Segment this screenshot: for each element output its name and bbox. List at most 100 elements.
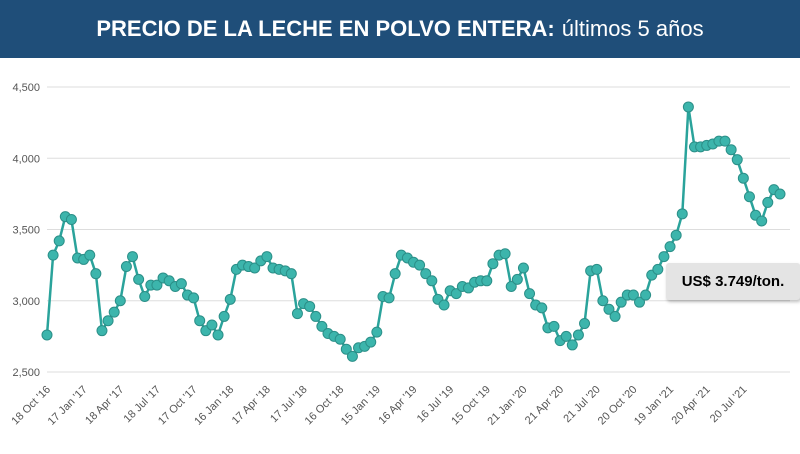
data-point [420, 268, 432, 280]
data-point [114, 295, 126, 307]
data-point [212, 329, 224, 341]
data-point [304, 300, 316, 312]
data-point [597, 295, 609, 307]
data-point [572, 329, 584, 341]
data-point [719, 135, 731, 147]
x-tick-label: 15 Jan '19 [339, 384, 383, 428]
data-point [640, 289, 652, 301]
data-point [96, 325, 108, 337]
y-tick-label: 3,000 [12, 296, 40, 308]
data-point [346, 350, 358, 362]
data-point [762, 196, 774, 208]
price-callout: US$ 3.749/ton. [666, 263, 800, 300]
data-point [194, 315, 206, 327]
data-point [524, 288, 536, 300]
data-point [291, 308, 303, 320]
data-point [340, 343, 352, 355]
data-point [743, 191, 755, 203]
data-point [579, 318, 591, 330]
data-point [120, 261, 132, 273]
x-tick-label: 18 Apr '17 [83, 384, 126, 427]
x-tick-label: 17 Jan '17 [46, 384, 90, 428]
data-point [261, 251, 273, 263]
data-point [65, 214, 77, 226]
data-point [139, 290, 151, 302]
chart-title: PRECIO DE LA LECHE EN POLVO ENTERA: últi… [0, 0, 800, 58]
data-point [108, 306, 120, 318]
y-axis-labels: 2,500 3,000 3,500 4,000 4,500 [12, 82, 40, 379]
x-tick-label: 21 Apr '20 [523, 384, 566, 427]
data-point [676, 208, 688, 220]
x-tick-label: 16 Jan '18 [192, 384, 236, 428]
data-point [151, 279, 163, 291]
data-point [102, 315, 114, 327]
x-tick-label: 20 Apr '21 [670, 384, 713, 427]
data-point [334, 333, 346, 345]
data-point [188, 292, 200, 304]
data-point [725, 144, 737, 156]
data-point [371, 326, 383, 338]
data-point [224, 293, 236, 305]
data-point [591, 263, 603, 275]
data-point [175, 278, 187, 290]
data-point [84, 249, 96, 261]
data-point [548, 320, 560, 332]
gridlines [47, 86, 790, 373]
x-tick-label: 20 Jul '21 [708, 384, 750, 426]
data-point [536, 302, 548, 314]
series-line [45, 105, 781, 358]
data-point [609, 310, 621, 322]
y-tick-label: 4,500 [12, 82, 40, 94]
data-point [218, 310, 230, 322]
series-line-layer [45, 105, 781, 358]
data-point [634, 296, 646, 308]
data-point [414, 259, 426, 271]
data-point [682, 101, 694, 113]
data-point [505, 281, 517, 292]
x-tick-label: 19 Jan '21 [632, 384, 676, 428]
data-point [517, 262, 529, 274]
data-point [53, 235, 65, 247]
data-point [511, 273, 523, 285]
data-point [438, 299, 450, 311]
data-point [285, 268, 297, 280]
x-tick-label: 21 Jan '20 [485, 384, 529, 428]
data-point [316, 320, 328, 332]
data-point [658, 251, 670, 263]
x-tick-label: 16 Apr '19 [376, 384, 419, 427]
series-markers [41, 101, 786, 362]
data-point [615, 296, 627, 308]
data-point [774, 188, 786, 200]
data-point [389, 268, 401, 280]
title-bold-part: PRECIO DE LA LECHE EN POLVO ENTERA: [96, 16, 555, 41]
data-point [756, 215, 768, 227]
data-point [127, 251, 139, 263]
data-point [499, 248, 511, 260]
data-point [566, 339, 578, 351]
data-point [737, 172, 749, 184]
title-light-part: últimos 5 años [561, 16, 704, 41]
data-point [603, 303, 615, 315]
data-point [426, 275, 438, 287]
data-point [310, 310, 322, 322]
data-point [627, 289, 639, 301]
data-point [90, 268, 102, 280]
data-point [450, 288, 462, 300]
data-point [383, 292, 395, 304]
data-point [47, 249, 59, 261]
data-point [560, 330, 572, 342]
y-tick-label: 3,500 [12, 225, 40, 237]
data-point [41, 329, 53, 341]
data-point [249, 262, 261, 274]
data-point [481, 275, 493, 287]
y-tick-label: 4,000 [12, 153, 40, 165]
x-tick-label: 17 Apr '18 [230, 384, 273, 427]
data-point [365, 336, 377, 348]
data-point [731, 154, 743, 166]
y-tick-label: 2,500 [12, 367, 40, 379]
data-point [133, 273, 145, 285]
data-point [487, 258, 499, 270]
data-point [670, 229, 682, 241]
